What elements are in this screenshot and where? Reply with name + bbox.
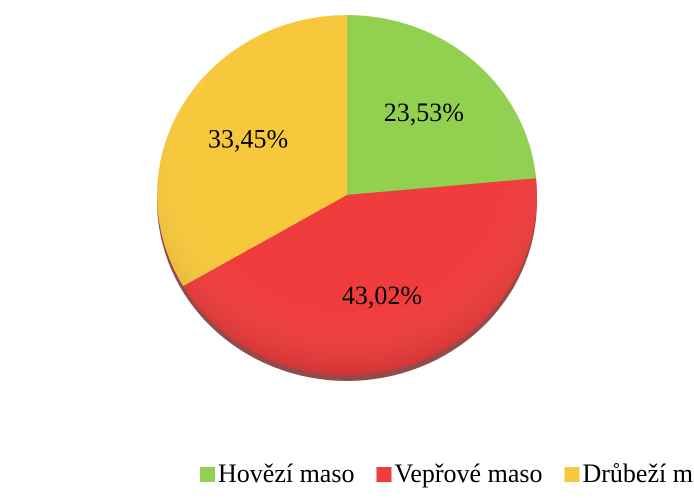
pie: 23,53% 43,02% 33,45% bbox=[157, 15, 537, 381]
legend-swatch bbox=[200, 467, 215, 482]
legend: Hovězí maso Vepřové maso Drůbeží maso bbox=[200, 459, 694, 488]
data-label: 33,45% bbox=[208, 124, 288, 153]
legend-label: Drůbeží maso bbox=[582, 459, 694, 488]
legend-label: Vepřové maso bbox=[394, 459, 542, 488]
legend-swatch bbox=[564, 467, 580, 482]
data-label: 23,53% bbox=[384, 98, 464, 127]
data-label: 43,02% bbox=[342, 281, 422, 310]
legend-label: Hovězí maso bbox=[218, 459, 354, 488]
legend-swatch bbox=[376, 467, 392, 482]
